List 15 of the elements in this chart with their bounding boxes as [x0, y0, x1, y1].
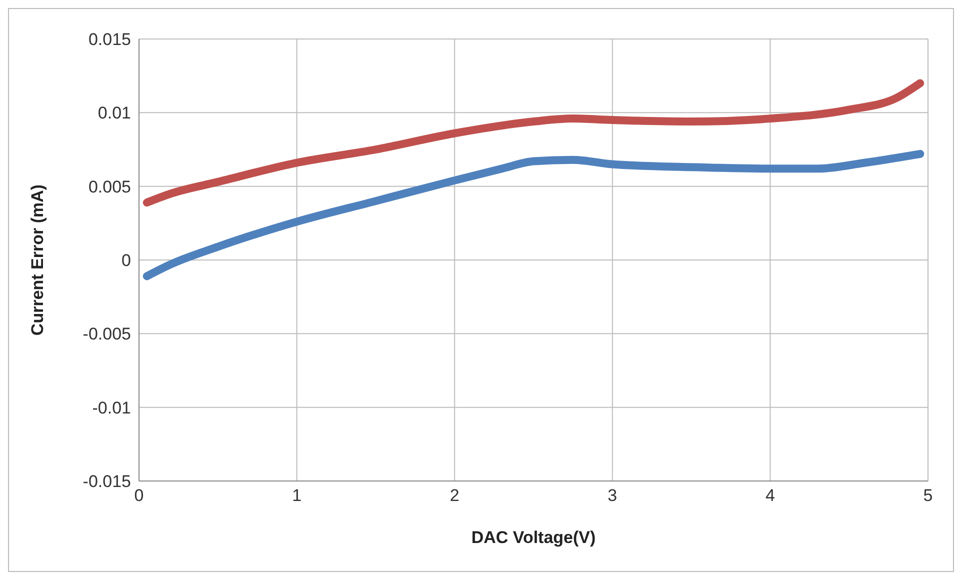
x-axis-title: DAC Voltage(V)	[471, 528, 596, 547]
y-tick-label: 0.015	[88, 30, 131, 50]
y-tick-label: -0.01	[92, 398, 131, 418]
x-tick-label: 2	[450, 486, 460, 506]
x-tick-label: 3	[608, 486, 618, 506]
y-tick-label: 0.01	[98, 104, 131, 123]
y-tick-label: 0.005	[88, 177, 131, 196]
y-tick-label: 0	[122, 251, 131, 270]
y-tick-label: -0.015	[82, 472, 131, 492]
x-tick-label: 4	[765, 486, 775, 506]
x-tick-label: 5	[923, 486, 933, 506]
y-tick-label: -0.005	[82, 324, 131, 344]
x-tick-label: 0	[134, 486, 144, 506]
x-tick-label: 1	[292, 486, 302, 506]
y-axis-title: Current Error (mA)	[28, 184, 48, 336]
